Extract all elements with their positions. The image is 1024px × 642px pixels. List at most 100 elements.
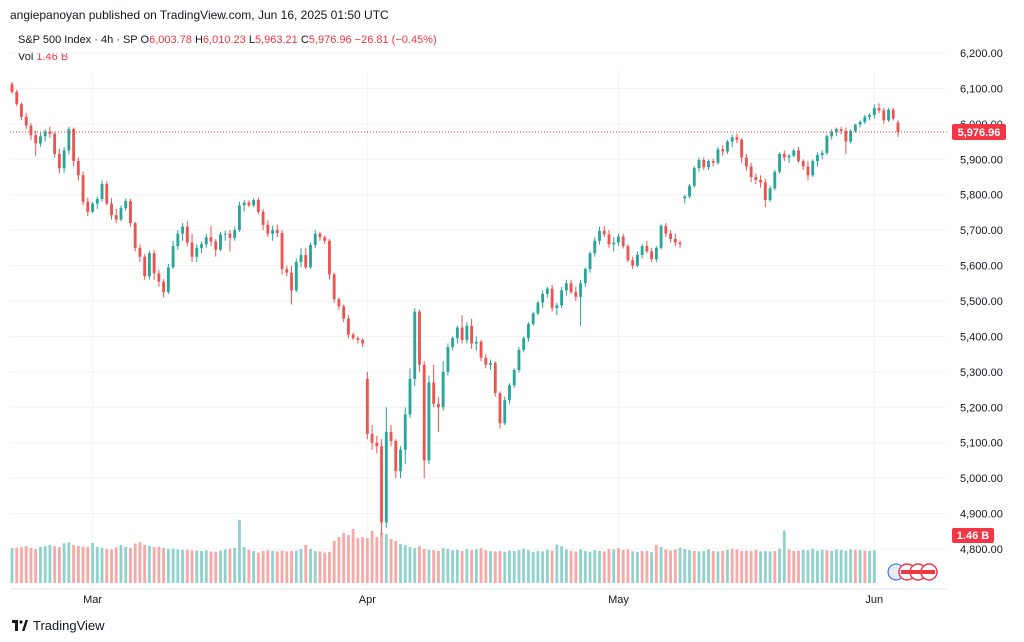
candle-body — [612, 242, 616, 245]
volume-bar — [34, 549, 38, 583]
volume-bar — [621, 549, 625, 583]
volume-bar — [527, 550, 530, 583]
candle-body — [631, 260, 635, 266]
candle-body — [62, 150, 66, 169]
flag-stripe-icon — [912, 570, 924, 574]
candle-body — [541, 293, 545, 303]
volume-bar — [110, 549, 113, 583]
event-flags[interactable] — [887, 563, 938, 581]
candle-body — [81, 175, 85, 202]
volume-bar — [157, 546, 161, 583]
y-tick-label: 5,400.00 — [960, 331, 1003, 343]
volume-bar — [219, 550, 222, 583]
candle-body — [484, 357, 488, 365]
candle-body — [797, 150, 800, 162]
candle-body — [152, 253, 156, 274]
volume-bar — [759, 551, 763, 583]
volume-bar — [768, 551, 772, 583]
volume-bar — [721, 551, 725, 583]
candle-body — [384, 432, 388, 523]
candle-body — [356, 338, 360, 340]
volume-bar — [15, 547, 19, 583]
candle-body — [853, 124, 857, 131]
volume-bar — [105, 549, 109, 583]
candle-body — [313, 233, 317, 246]
candle-body — [436, 403, 440, 408]
high-value: 6,010.23 — [202, 34, 246, 46]
volume-bar — [256, 552, 260, 583]
candle-body — [105, 184, 109, 204]
candle-body — [418, 311, 421, 365]
candle-body — [621, 236, 625, 247]
price-badge-bg — [952, 124, 1006, 141]
y-axis[interactable]: 6,200.006,100.006,000.005,900.005,800.00… — [960, 48, 1003, 556]
candle-body — [545, 288, 549, 294]
volume-bar — [839, 549, 843, 583]
volume-bar — [57, 547, 61, 583]
volume-bar — [285, 551, 289, 583]
volume-bar — [124, 547, 128, 583]
volume-bar — [247, 549, 251, 583]
volume-bar — [304, 545, 308, 583]
candle-body — [778, 153, 781, 172]
candle-body — [190, 242, 194, 257]
candle-body — [626, 246, 630, 261]
x-axis[interactable]: Mar Apr May Jun — [83, 594, 883, 606]
symbol-label[interactable]: S&P 500 Index · 4h · SP — [18, 34, 138, 46]
volume-bar — [181, 549, 184, 583]
candle-body — [849, 130, 853, 142]
candle-body — [76, 161, 80, 176]
candle-body — [446, 347, 450, 372]
candle-body — [489, 363, 492, 365]
volume-bar — [223, 549, 227, 583]
volume-bar — [726, 549, 729, 583]
candle-body — [147, 253, 151, 277]
y-tick-label: 4,800.00 — [960, 544, 1003, 556]
volume-bar — [744, 550, 748, 583]
volume-bar — [166, 549, 170, 583]
candle-body — [654, 247, 658, 260]
candle-body — [309, 245, 312, 268]
volume-bar — [545, 549, 549, 583]
volume-bar — [228, 548, 232, 583]
candle-body — [683, 196, 687, 199]
y-tick-label: 5,900.00 — [960, 154, 1003, 166]
candle-body — [773, 171, 777, 189]
volume-badge-bg — [952, 528, 994, 543]
volume-bar — [612, 549, 616, 583]
candle-body — [110, 203, 113, 216]
volume-bar — [171, 548, 175, 583]
volume-bar — [441, 548, 445, 583]
open-label: O — [140, 34, 150, 46]
volume-bar — [370, 531, 374, 583]
volume-bar — [204, 550, 208, 583]
volume-bar — [238, 519, 241, 583]
volume-bar — [365, 538, 369, 583]
volume-bar — [332, 541, 336, 583]
volume-bar — [62, 543, 66, 583]
candle-body — [10, 84, 14, 92]
volume-bar — [498, 551, 502, 583]
candle-body — [361, 339, 365, 344]
footer-brand[interactable]: TradingView — [33, 618, 105, 633]
volume-bar — [436, 551, 440, 583]
volume-bar — [185, 549, 189, 583]
volume-bar — [10, 548, 14, 583]
candle-body — [593, 240, 597, 254]
x-tick-label: Apr — [359, 594, 376, 606]
candle-body — [536, 302, 540, 314]
candle-body — [640, 246, 644, 255]
candle-body — [569, 283, 573, 293]
candle-body — [124, 201, 128, 209]
candle-body — [669, 233, 672, 239]
candle-body — [531, 313, 535, 325]
candle-body — [598, 230, 601, 241]
volume-bar — [455, 549, 459, 583]
volume-label[interactable]: Vol — [18, 51, 34, 63]
candle-body — [688, 185, 691, 197]
volume-bar — [579, 549, 582, 583]
candle-body — [408, 378, 412, 415]
volume-bar — [100, 547, 104, 583]
candle-body — [389, 432, 393, 441]
